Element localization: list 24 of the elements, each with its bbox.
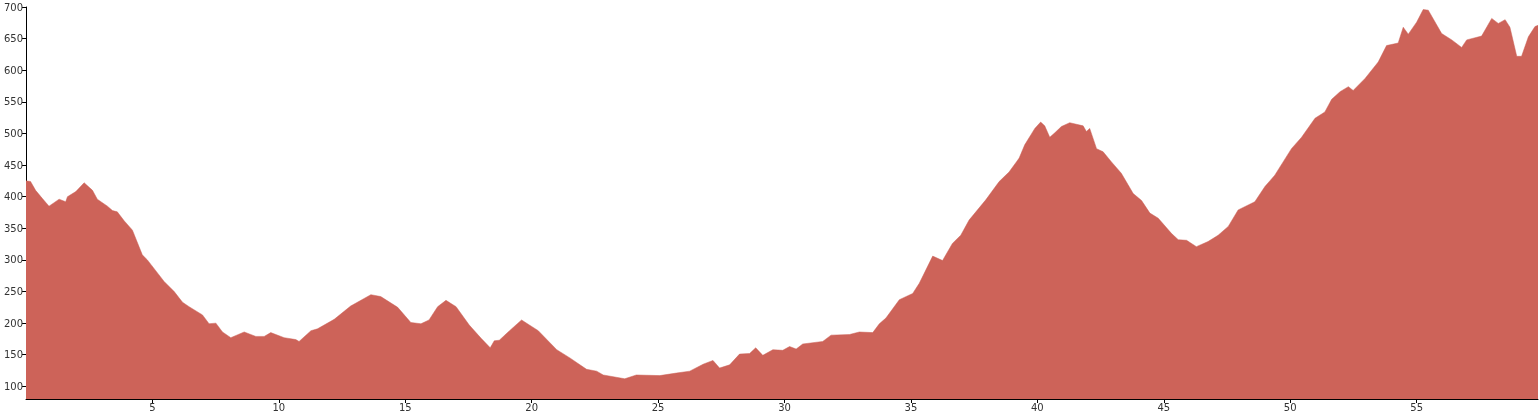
y-tick-label: 300 — [3, 254, 23, 266]
x-tick-label: 5 — [149, 401, 156, 413]
y-tick-label: 550 — [3, 96, 23, 108]
x-tick-label: 45 — [1157, 401, 1171, 413]
y-tick-label: 450 — [3, 159, 23, 171]
x-tick-label: 55 — [1410, 401, 1423, 413]
x-tick-label: 35 — [904, 401, 918, 413]
y-tick-label: 500 — [3, 127, 23, 139]
x-tick-label: 10 — [272, 401, 286, 413]
y-tick-label: 350 — [3, 222, 23, 234]
y-tick-label: 600 — [3, 64, 23, 76]
x-tick-label: 30 — [778, 401, 791, 413]
y-tick-label: 150 — [3, 349, 23, 361]
y-tick-label: 400 — [3, 191, 23, 203]
y-tick-label: 650 — [3, 33, 23, 45]
y-tick-label: 100 — [3, 380, 23, 392]
x-tick-label: 40 — [1031, 401, 1044, 413]
y-tick-label: 250 — [3, 286, 23, 298]
y-tick-label: 200 — [3, 317, 23, 329]
x-tick-label: 20 — [525, 401, 539, 413]
x-tick-label: 50 — [1283, 401, 1297, 413]
y-tick-label: 700 — [3, 1, 23, 13]
x-tick-label: 25 — [651, 401, 665, 413]
x-tick-label: 15 — [398, 401, 412, 413]
